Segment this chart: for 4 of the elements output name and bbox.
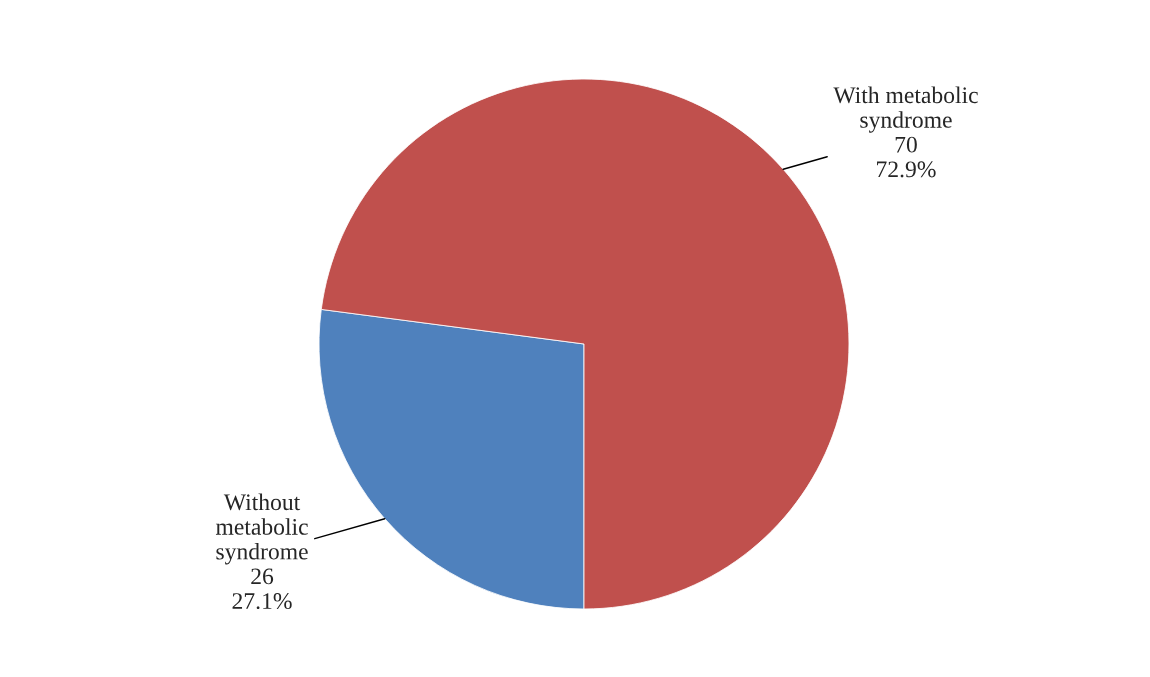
slice-label: Without metabolic syndrome <box>215 493 308 565</box>
data-label: 70 72.9% <box>877 136 936 178</box>
slice-label: With metabolic syndrome <box>833 86 978 133</box>
data-label: 26 27.1% <box>232 568 292 610</box>
